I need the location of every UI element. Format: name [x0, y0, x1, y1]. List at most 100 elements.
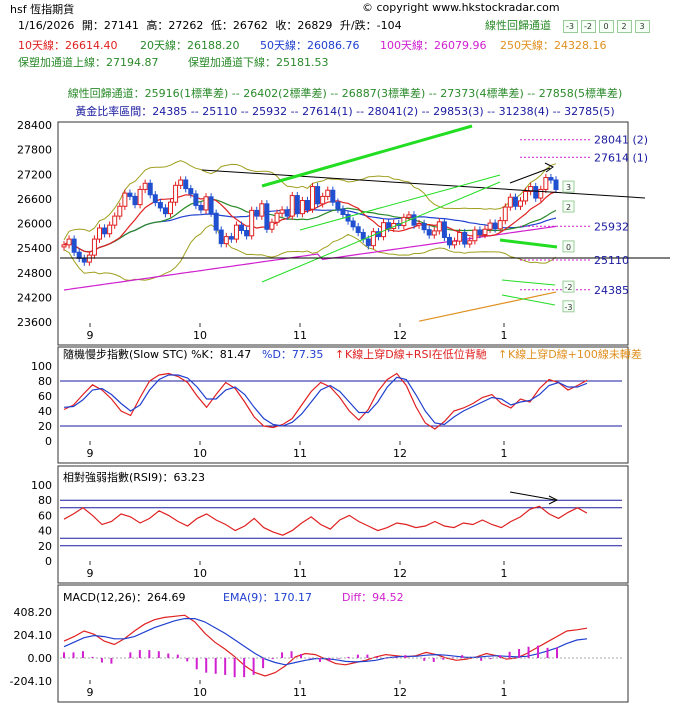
- golden-level-label: 24385: [594, 284, 629, 297]
- rsi-x-tick: 10: [193, 567, 207, 580]
- ma250-line: [418, 291, 557, 322]
- candle-body: [208, 196, 214, 214]
- candle-body: [218, 229, 224, 245]
- candle-body: [284, 209, 290, 217]
- ma50-label: 50天線：26086.76: [260, 39, 360, 52]
- candle-body: [249, 209, 255, 237]
- candle-body: [173, 184, 179, 203]
- rsi-y-tick: 100: [31, 479, 52, 492]
- candle-body: [411, 214, 417, 226]
- channel-btn-0[interactable]: 0: [598, 20, 614, 33]
- candle-body: [81, 257, 87, 263]
- open-value: 27141: [103, 19, 139, 32]
- golden-level-label: 27614 (1): [594, 151, 648, 164]
- candle-body: [127, 192, 133, 197]
- candle-body: [294, 195, 300, 215]
- candle-body: [386, 222, 392, 229]
- candle-body: [446, 236, 452, 246]
- macd-x-tick: 10: [193, 686, 207, 699]
- price-y-tick: 25400: [17, 242, 52, 255]
- close-value: 26829: [297, 19, 333, 32]
- candle-body: [310, 186, 316, 210]
- candle-body: [502, 206, 508, 222]
- bollinger-upper-line: [63, 160, 557, 241]
- rsi-frame: [57, 465, 629, 584]
- candle-body: [426, 229, 432, 236]
- channel-tag-label: -3: [565, 303, 573, 312]
- stc-y-tick: 40: [38, 405, 52, 418]
- candle-body: [259, 203, 265, 217]
- channel-tag-box: [562, 200, 575, 213]
- candle-body: [244, 229, 250, 237]
- stc-y-tick: 0: [45, 435, 52, 448]
- macd-y-tick: 408.20: [14, 606, 53, 619]
- candle-body: [381, 222, 387, 238]
- candle-body: [254, 209, 260, 217]
- channel-minus3-line: [501, 294, 556, 306]
- price-y-tick: 26600: [17, 193, 52, 206]
- candle-body: [152, 194, 158, 204]
- candle-body: [436, 221, 442, 232]
- candle-body: [497, 220, 503, 230]
- candle-body: [132, 195, 138, 206]
- rsi-y-tick: 20: [38, 540, 52, 553]
- channel-upper-line: [299, 174, 501, 231]
- candle-body: [279, 209, 285, 214]
- candle-body: [304, 200, 310, 210]
- candle-body: [91, 238, 97, 256]
- channel-tag-label: 2: [566, 203, 571, 212]
- candle-body: [416, 223, 422, 226]
- candle-body: [325, 189, 331, 197]
- candle-body: [406, 214, 412, 218]
- price-x-tick: 11: [293, 329, 307, 342]
- stc-y-tick: 80: [38, 375, 52, 388]
- candle-body: [142, 182, 148, 190]
- candle-body: [168, 201, 174, 215]
- candle-body: [117, 205, 123, 217]
- channel-legend: 線性回歸通道 -3 -2 0 2 3: [485, 17, 650, 33]
- low-label: 低：: [210, 19, 233, 32]
- macd-y-tick: 0.00: [28, 652, 53, 665]
- high-label: 高：: [146, 19, 169, 32]
- candle-body: [223, 236, 229, 245]
- golden-level-label: 25110: [594, 254, 629, 267]
- stc-frame: [57, 346, 629, 464]
- price-y-tick: 27200: [17, 168, 52, 181]
- candle-body: [147, 182, 153, 196]
- candle-body: [213, 212, 219, 231]
- rsi-y-tick: 60: [38, 509, 52, 522]
- candle-body: [528, 186, 534, 192]
- candle-body: [350, 220, 356, 228]
- stc-signal2: K線上穿D線+100線未轉差: [508, 347, 642, 361]
- change-label: 升/跌：: [339, 19, 377, 32]
- macd-x-tick: 12: [393, 686, 407, 699]
- candle-body: [370, 231, 376, 247]
- macd-frame: [57, 584, 629, 703]
- candle-body: [178, 179, 184, 186]
- macd-y-tick: -204.10: [10, 675, 52, 688]
- channel-btn-2[interactable]: 2: [616, 20, 632, 33]
- candle-body: [330, 189, 336, 203]
- channel-btn-minus2[interactable]: -2: [580, 20, 596, 33]
- candle-body: [183, 179, 189, 190]
- rsi-x-tick: 9: [87, 567, 94, 580]
- stc-x-tick: 11: [293, 447, 307, 460]
- golden-ratio-text: 黃金比率區間：24385 -- 25110 -- 25932 -- 27614(…: [75, 104, 614, 118]
- rsi-y-tick: 0: [45, 555, 52, 568]
- candle-body: [86, 254, 92, 263]
- channel-tag-label: 3: [566, 183, 571, 192]
- open-label: 開：: [81, 19, 104, 32]
- candle-body: [477, 229, 483, 236]
- channel-btn-3[interactable]: 3: [634, 20, 650, 33]
- candle-body: [452, 240, 458, 246]
- candle-body: [97, 227, 103, 240]
- channel-tag-box: [562, 180, 575, 193]
- resistance-trendline: [201, 169, 646, 199]
- ohlc-row: 1/16/2026 開：27141 高：27262 低：26762 收：2682…: [18, 17, 402, 33]
- bollinger-lower-line: [63, 224, 557, 281]
- channel-btn-minus3[interactable]: -3: [562, 20, 578, 33]
- candle-body: [355, 226, 361, 234]
- candle-body: [543, 177, 549, 190]
- candle-body: [345, 213, 351, 222]
